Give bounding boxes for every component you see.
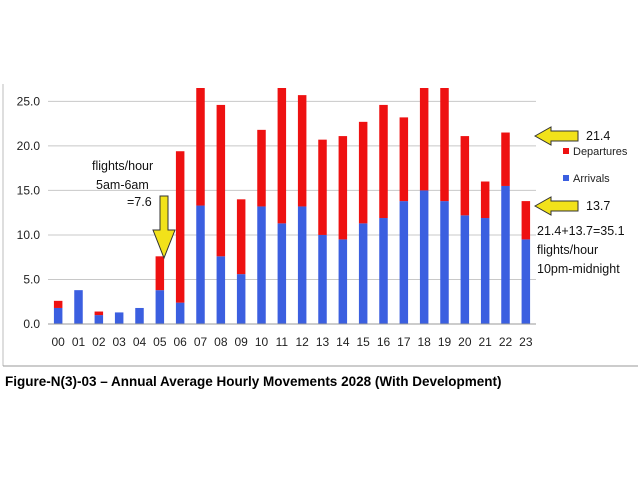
x-tick-label: 08 [214, 335, 228, 349]
bar-departures-21 [480, 181, 490, 219]
bar-departures-14 [338, 136, 348, 240]
annotation-total-unit: flights/hour [537, 243, 598, 257]
x-tick-label: 18 [417, 335, 431, 349]
bar-departures-15 [358, 121, 368, 224]
bar-departures-18 [419, 88, 429, 191]
bar-arrivals-21 [480, 218, 490, 324]
bar-arrivals-01 [74, 290, 83, 324]
x-tick-label: 14 [336, 335, 350, 349]
bar-arrivals-11 [277, 223, 287, 324]
x-tick-label: 03 [112, 335, 126, 349]
x-tick-label: 19 [438, 335, 452, 349]
bar-departures-00 [53, 300, 63, 308]
bar-arrivals-12 [297, 206, 307, 324]
x-tick-label: 23 [519, 335, 533, 349]
bar-arrivals-09 [236, 274, 246, 324]
bar-arrivals-20 [460, 215, 470, 324]
arrow-left-icon [533, 126, 579, 146]
bar-departures-08 [216, 104, 226, 257]
legend-arrivals-label: Arrivals [573, 173, 610, 185]
annotation-5am-line1: flights/hour [92, 159, 153, 173]
arrow-left-icon [533, 196, 579, 216]
x-tick-label: 12 [295, 335, 309, 349]
bar-arrivals-03 [114, 312, 124, 324]
bar-arrivals-16 [379, 218, 388, 324]
bar-arrivals-15 [358, 223, 368, 324]
bar-arrivals-23 [521, 239, 531, 324]
x-tick-label: 15 [356, 335, 370, 349]
x-tick-label: 20 [458, 335, 472, 349]
bar-departures-02 [94, 311, 104, 316]
bar-departures-16 [379, 104, 388, 219]
bar-departures-06 [175, 151, 185, 303]
bar-departures-19 [440, 88, 449, 202]
bar-departures-12 [297, 95, 307, 207]
legend-departures-swatch [563, 148, 569, 154]
bar-departures-05 [155, 256, 165, 291]
bar-departures-13 [318, 139, 327, 235]
bar-arrivals-04 [135, 307, 144, 324]
figure-caption: Figure-N(3)-03 – Annual Average Hourly M… [5, 374, 502, 389]
bar-departures-07 [196, 88, 205, 206]
x-tick-label: 16 [377, 335, 391, 349]
bar-arrivals-18 [419, 190, 429, 324]
annotation-5am-line2: 5am-6am [96, 178, 149, 192]
bars [48, 88, 536, 325]
y-tick-label: 20.0 [17, 139, 41, 153]
bar-departures-09 [236, 199, 246, 275]
x-tick-label: 21 [478, 335, 492, 349]
x-tick-label: 04 [133, 335, 147, 349]
legend-departures-label: Departures [573, 146, 628, 158]
annotation-departures-value: 21.4 [586, 129, 610, 143]
y-tick-label: 25.0 [17, 94, 41, 108]
bar-arrivals-08 [216, 256, 226, 324]
bar-arrivals-10 [257, 206, 266, 324]
bar-arrivals-07 [196, 205, 205, 324]
bar-departures-17 [399, 117, 409, 202]
annotation-total: 21.4+13.7=35.1 [537, 224, 625, 238]
annotation-5am-line3: =7.6 [127, 195, 152, 209]
bar-arrivals-06 [175, 302, 185, 324]
annotation-right: 21.4 13.7 21.4+13.7=35.1 flights/hour 10… [533, 126, 625, 276]
bar-arrivals-13 [318, 234, 327, 324]
bar-departures-20 [460, 136, 470, 216]
legend: Departures Arrivals [563, 146, 628, 185]
y-tick-label: 15.0 [17, 183, 41, 197]
x-tick-label: 00 [51, 335, 65, 349]
annotation-arrivals-value: 13.7 [586, 199, 610, 213]
annotation-5am: flights/hour 5am-6am =7.6 [92, 159, 176, 260]
bar-arrivals-22 [501, 185, 510, 324]
y-axis-ticks: 0.0 5.0 10.0 15.0 20.0 25.0 [17, 94, 41, 331]
y-tick-label: 5.0 [23, 272, 40, 286]
x-tick-label: 01 [72, 335, 86, 349]
x-tick-label: 09 [234, 335, 248, 349]
bar-departures-23 [521, 201, 531, 240]
x-tick-label: 05 [153, 335, 167, 349]
x-tick-label: 22 [499, 335, 513, 349]
x-tick-label: 07 [194, 335, 208, 349]
bar-arrivals-05 [155, 290, 165, 324]
bar-departures-22 [501, 132, 510, 186]
arrow-down-icon [152, 195, 176, 260]
bar-arrivals-00 [53, 307, 63, 324]
x-tick-label: 11 [276, 335, 289, 349]
bar-arrivals-14 [338, 239, 348, 324]
x-tick-label: 02 [92, 335, 106, 349]
chart-panel: 0.0 5.0 10.0 15.0 20.0 25.0 00 01 02 03 04 05 06 07 0… [2, 84, 638, 367]
bar-arrivals-02 [94, 315, 104, 324]
bar-arrivals-19 [440, 201, 449, 324]
y-tick-label: 0.0 [23, 317, 40, 331]
x-tick-label: 10 [255, 335, 269, 349]
x-axis-ticks: 00 01 02 03 04 05 06 07 08 09 10 11 12 13 14 15 16 17 18 19… [51, 335, 532, 349]
legend-arrivals-swatch [563, 175, 569, 181]
bar-departures-10 [257, 129, 266, 207]
annotation-total-period: 10pm-midnight [537, 262, 620, 276]
bar-chart: 0.05.010.015.020.025.0 00 01 02 03 04 05 06 07 0… [2, 84, 638, 367]
y-tick-label: 10.0 [17, 228, 41, 242]
bar-arrivals-17 [399, 201, 409, 324]
x-tick-label: 13 [316, 335, 330, 349]
bar-departures-11 [277, 88, 287, 224]
x-tick-label: 06 [173, 335, 187, 349]
x-tick-label: 17 [397, 335, 411, 349]
